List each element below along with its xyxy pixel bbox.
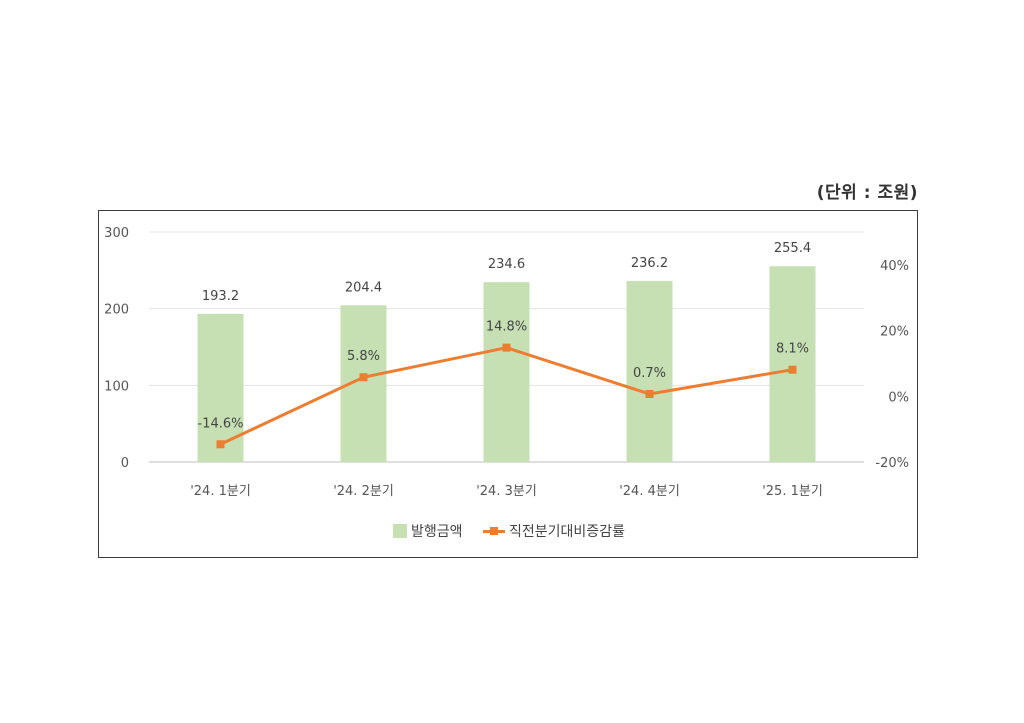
chart-svg: 0 100 200 300 -20% 0% 20% 40% 193.2 204.4 234.6 236… <box>104 226 909 499</box>
legend-item-bars: 발행금액 <box>393 521 463 541</box>
bar-4 <box>626 280 673 462</box>
bar-label-4: 236.2 <box>631 256 668 271</box>
legend-label-line: 직전분기대비증감률 <box>509 524 625 540</box>
bar-label-1: 193.2 <box>202 289 239 304</box>
x-tick-1: '24. 1분기 <box>190 484 251 499</box>
x-tick-4: '24. 4분기 <box>619 484 680 499</box>
y-left-tick-100: 100 <box>104 379 129 394</box>
x-tick-3: '24. 3분기 <box>476 484 537 499</box>
legend-swatch-line <box>483 524 506 538</box>
legend-item-line: 직전분기대비증감률 <box>483 521 625 541</box>
bar-label-5: 255.4 <box>774 241 811 256</box>
line-point-4 <box>645 389 654 398</box>
x-tick-5: '25. 1분기 <box>762 484 823 499</box>
line-label-3: 14.8% <box>486 320 527 335</box>
bar-label-2: 204.4 <box>345 280 382 295</box>
line-point-1 <box>216 440 225 449</box>
y-left-tick-300: 300 <box>104 226 129 241</box>
bar-label-3: 234.6 <box>488 257 525 272</box>
line-label-1: -14.6% <box>198 416 244 431</box>
x-tick-2: '24. 2분기 <box>333 484 394 499</box>
line-point-3 <box>502 343 511 352</box>
line-point-5 <box>788 365 797 374</box>
y-right-tick-20%: 20% <box>880 325 909 340</box>
line-label-5: 8.1% <box>776 342 809 357</box>
bar-5 <box>769 266 816 462</box>
y-left-tick-200: 200 <box>104 303 129 318</box>
bar-3 <box>483 282 530 462</box>
legend-label-bars: 발행금액 <box>411 524 463 540</box>
bar-1 <box>197 313 244 462</box>
line-label-4: 0.7% <box>633 366 666 381</box>
y-left-tick-0: 0 <box>121 456 129 471</box>
y-right-tick--20%: -20% <box>875 456 909 471</box>
unit-label: (단위 : 조원) <box>816 183 918 203</box>
y-right-tick-0%: 0% <box>888 390 909 405</box>
chart-frame: 0 100 200 300 -20% 0% 20% 40% 193.2 204.4 234.6 236… <box>98 210 918 558</box>
legend: 발행금액 직전분기대비증감률 <box>99 521 919 542</box>
legend-swatch-bars <box>393 524 408 538</box>
line-label-2: 5.8% <box>347 349 380 364</box>
line-point-2 <box>359 373 368 382</box>
y-right-tick-40%: 40% <box>880 259 909 274</box>
